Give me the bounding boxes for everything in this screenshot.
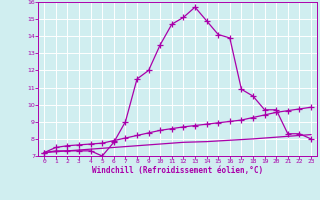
X-axis label: Windchill (Refroidissement éolien,°C): Windchill (Refroidissement éolien,°C) <box>92 166 263 175</box>
